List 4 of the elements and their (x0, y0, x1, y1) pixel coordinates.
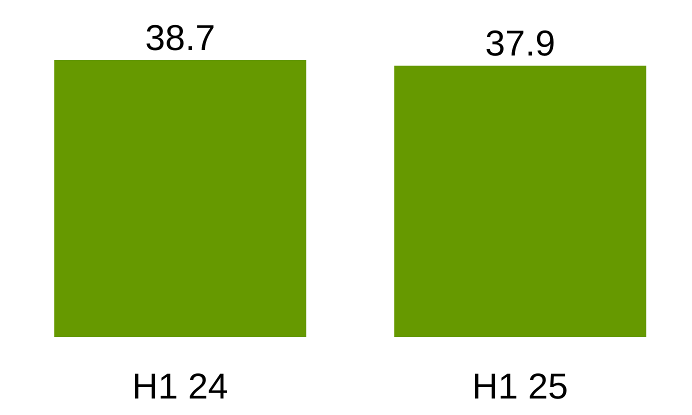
data-label: 38.7 (145, 17, 216, 58)
x-tick-label: H1 25 (472, 366, 568, 407)
data-label: 37.9 (485, 22, 556, 64)
x-tick-label: H1 24 (132, 366, 228, 407)
